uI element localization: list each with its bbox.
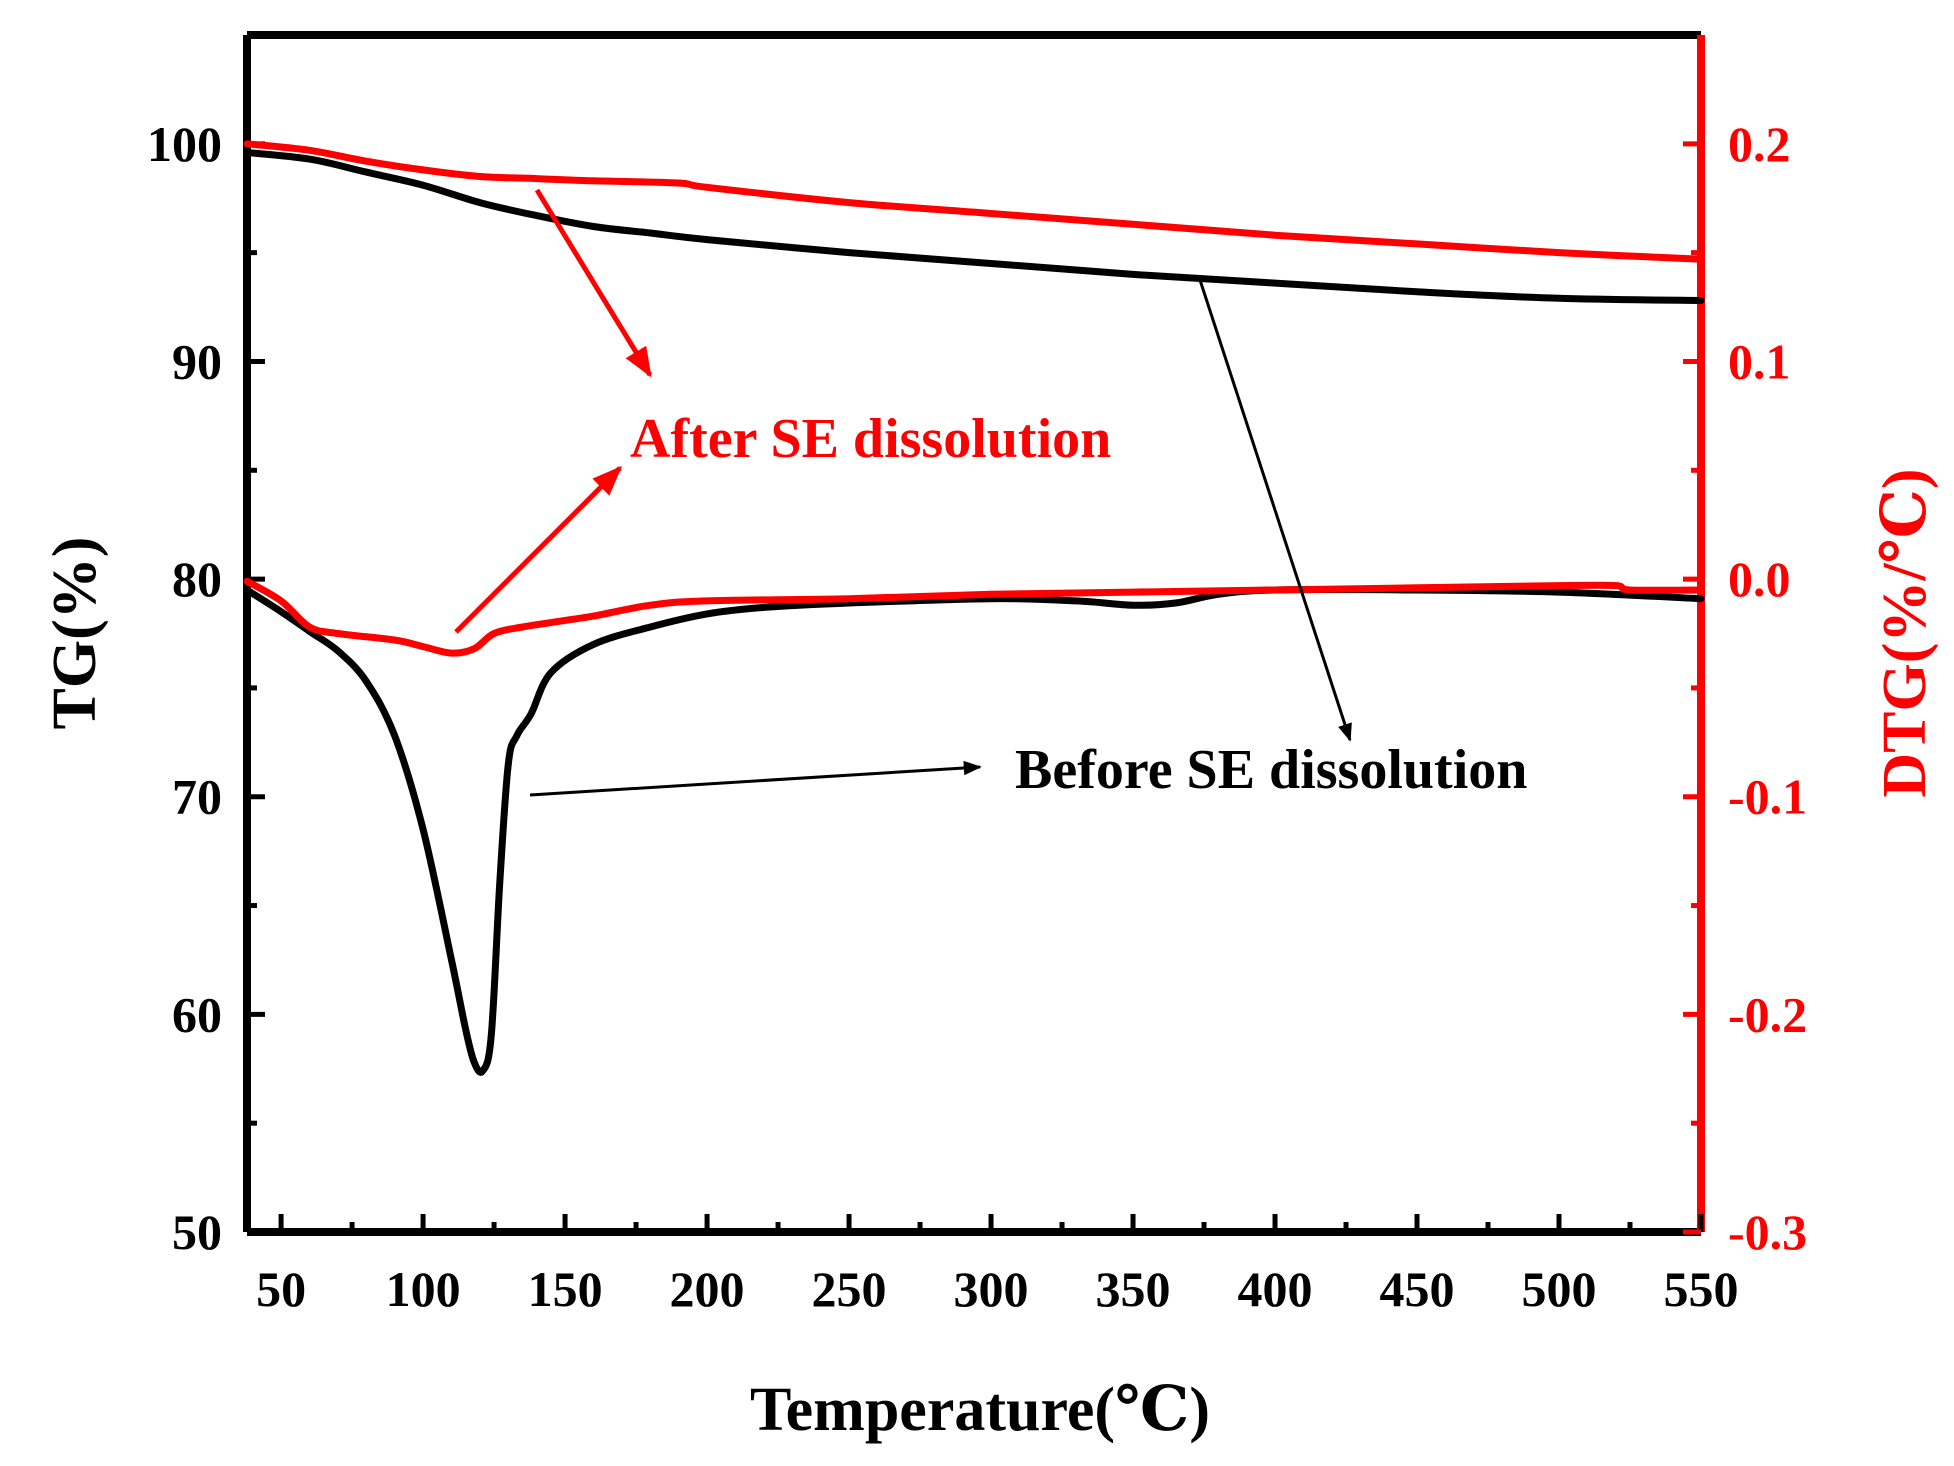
annotation-before-arrow-tg <box>1198 279 1352 742</box>
x-tick-label: 550 <box>1664 1261 1739 1317</box>
x-tick-label: 300 <box>954 1261 1029 1317</box>
series-line-tg-after-se-dissolution <box>243 140 1705 263</box>
x-tick-label: 150 <box>528 1261 603 1317</box>
series-line-dtg-after-se-dissolution <box>243 577 1705 657</box>
y-left-axis-title: TG(%) <box>41 537 109 730</box>
y-right-tick-label: -0.3 <box>1728 1204 1807 1260</box>
annotation-before-arrow-dtg <box>529 760 982 797</box>
annotation-after-arrow-dtg <box>454 465 623 634</box>
x-tick-label: 450 <box>1380 1261 1455 1317</box>
y-left-tick-label: 50 <box>172 1204 222 1260</box>
x-tick-label: 50 <box>256 1261 306 1317</box>
y-right-tick-label: 0.0 <box>1728 551 1791 607</box>
y-right-tick-label: 0.1 <box>1728 333 1791 389</box>
y-right-tick-label: -0.2 <box>1728 986 1807 1042</box>
y-right-tick-label: 0.2 <box>1728 116 1791 172</box>
x-tick-label: 400 <box>1238 1261 1313 1317</box>
y-left-tick-label: 90 <box>172 333 222 389</box>
annotation-before-label: Before SE dissolution <box>1015 739 1527 801</box>
y-right-tick-label: -0.1 <box>1728 769 1807 825</box>
y-left-tick-label: 70 <box>172 769 222 825</box>
x-tick-label: 100 <box>386 1261 461 1317</box>
y-left-tick-label: 60 <box>172 986 222 1042</box>
y-left-tick-label: 100 <box>147 116 222 172</box>
x-tick-label: 250 <box>812 1261 887 1317</box>
x-axis-title: Temperature(℃) <box>750 1376 1210 1444</box>
x-tick-label: 500 <box>1522 1261 1597 1317</box>
annotation-after-arrow-tg <box>534 188 653 378</box>
annotation-after-label: After SE dissolution <box>630 408 1111 470</box>
series-line-dtg-before-se-dissolution <box>243 586 1705 1076</box>
x-tick-label: 350 <box>1096 1261 1171 1317</box>
series-line-tg-before-se-dissolution <box>243 149 1705 304</box>
x-tick-label: 200 <box>670 1261 745 1317</box>
y-right-axis-title: DTG(%/℃) <box>1871 468 1939 797</box>
y-left-tick-label: 80 <box>172 551 222 607</box>
